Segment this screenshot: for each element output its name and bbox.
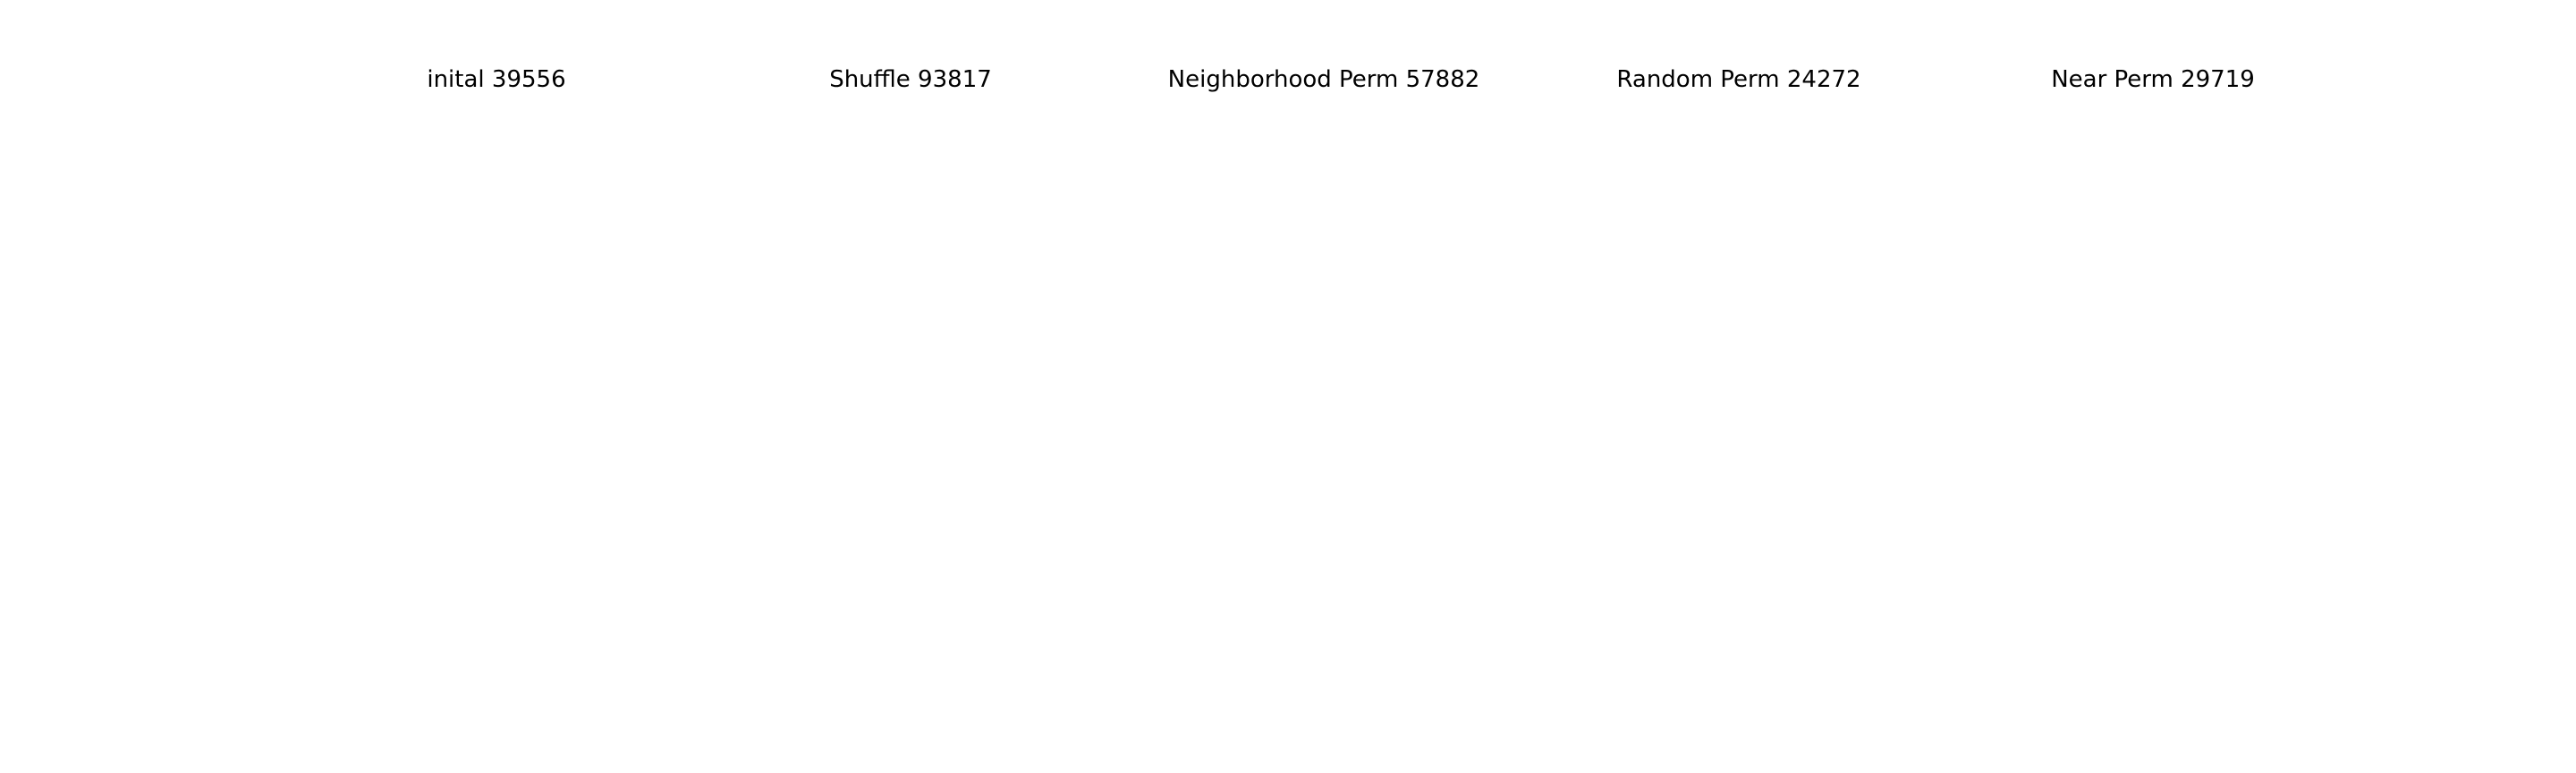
panel-inital: inital 39556	[427, 66, 565, 93]
panel-title: Neighborhood Perm 57882	[1168, 66, 1480, 93]
panel-title: Shuffle 93817	[829, 66, 992, 93]
panel-shuffle: Shuffle 93817	[829, 66, 992, 93]
panel-neighborhood-perm: Neighborhood Perm 57882	[1168, 66, 1480, 93]
panel-title: Near Perm 29719	[2051, 66, 2255, 93]
panel-title: Random Perm 24272	[1616, 66, 1860, 93]
panel-title: inital 39556	[427, 66, 565, 93]
panel-random-perm: Random Perm 24272	[1616, 66, 1860, 93]
panel-near-perm: Near Perm 29719	[2051, 66, 2255, 93]
